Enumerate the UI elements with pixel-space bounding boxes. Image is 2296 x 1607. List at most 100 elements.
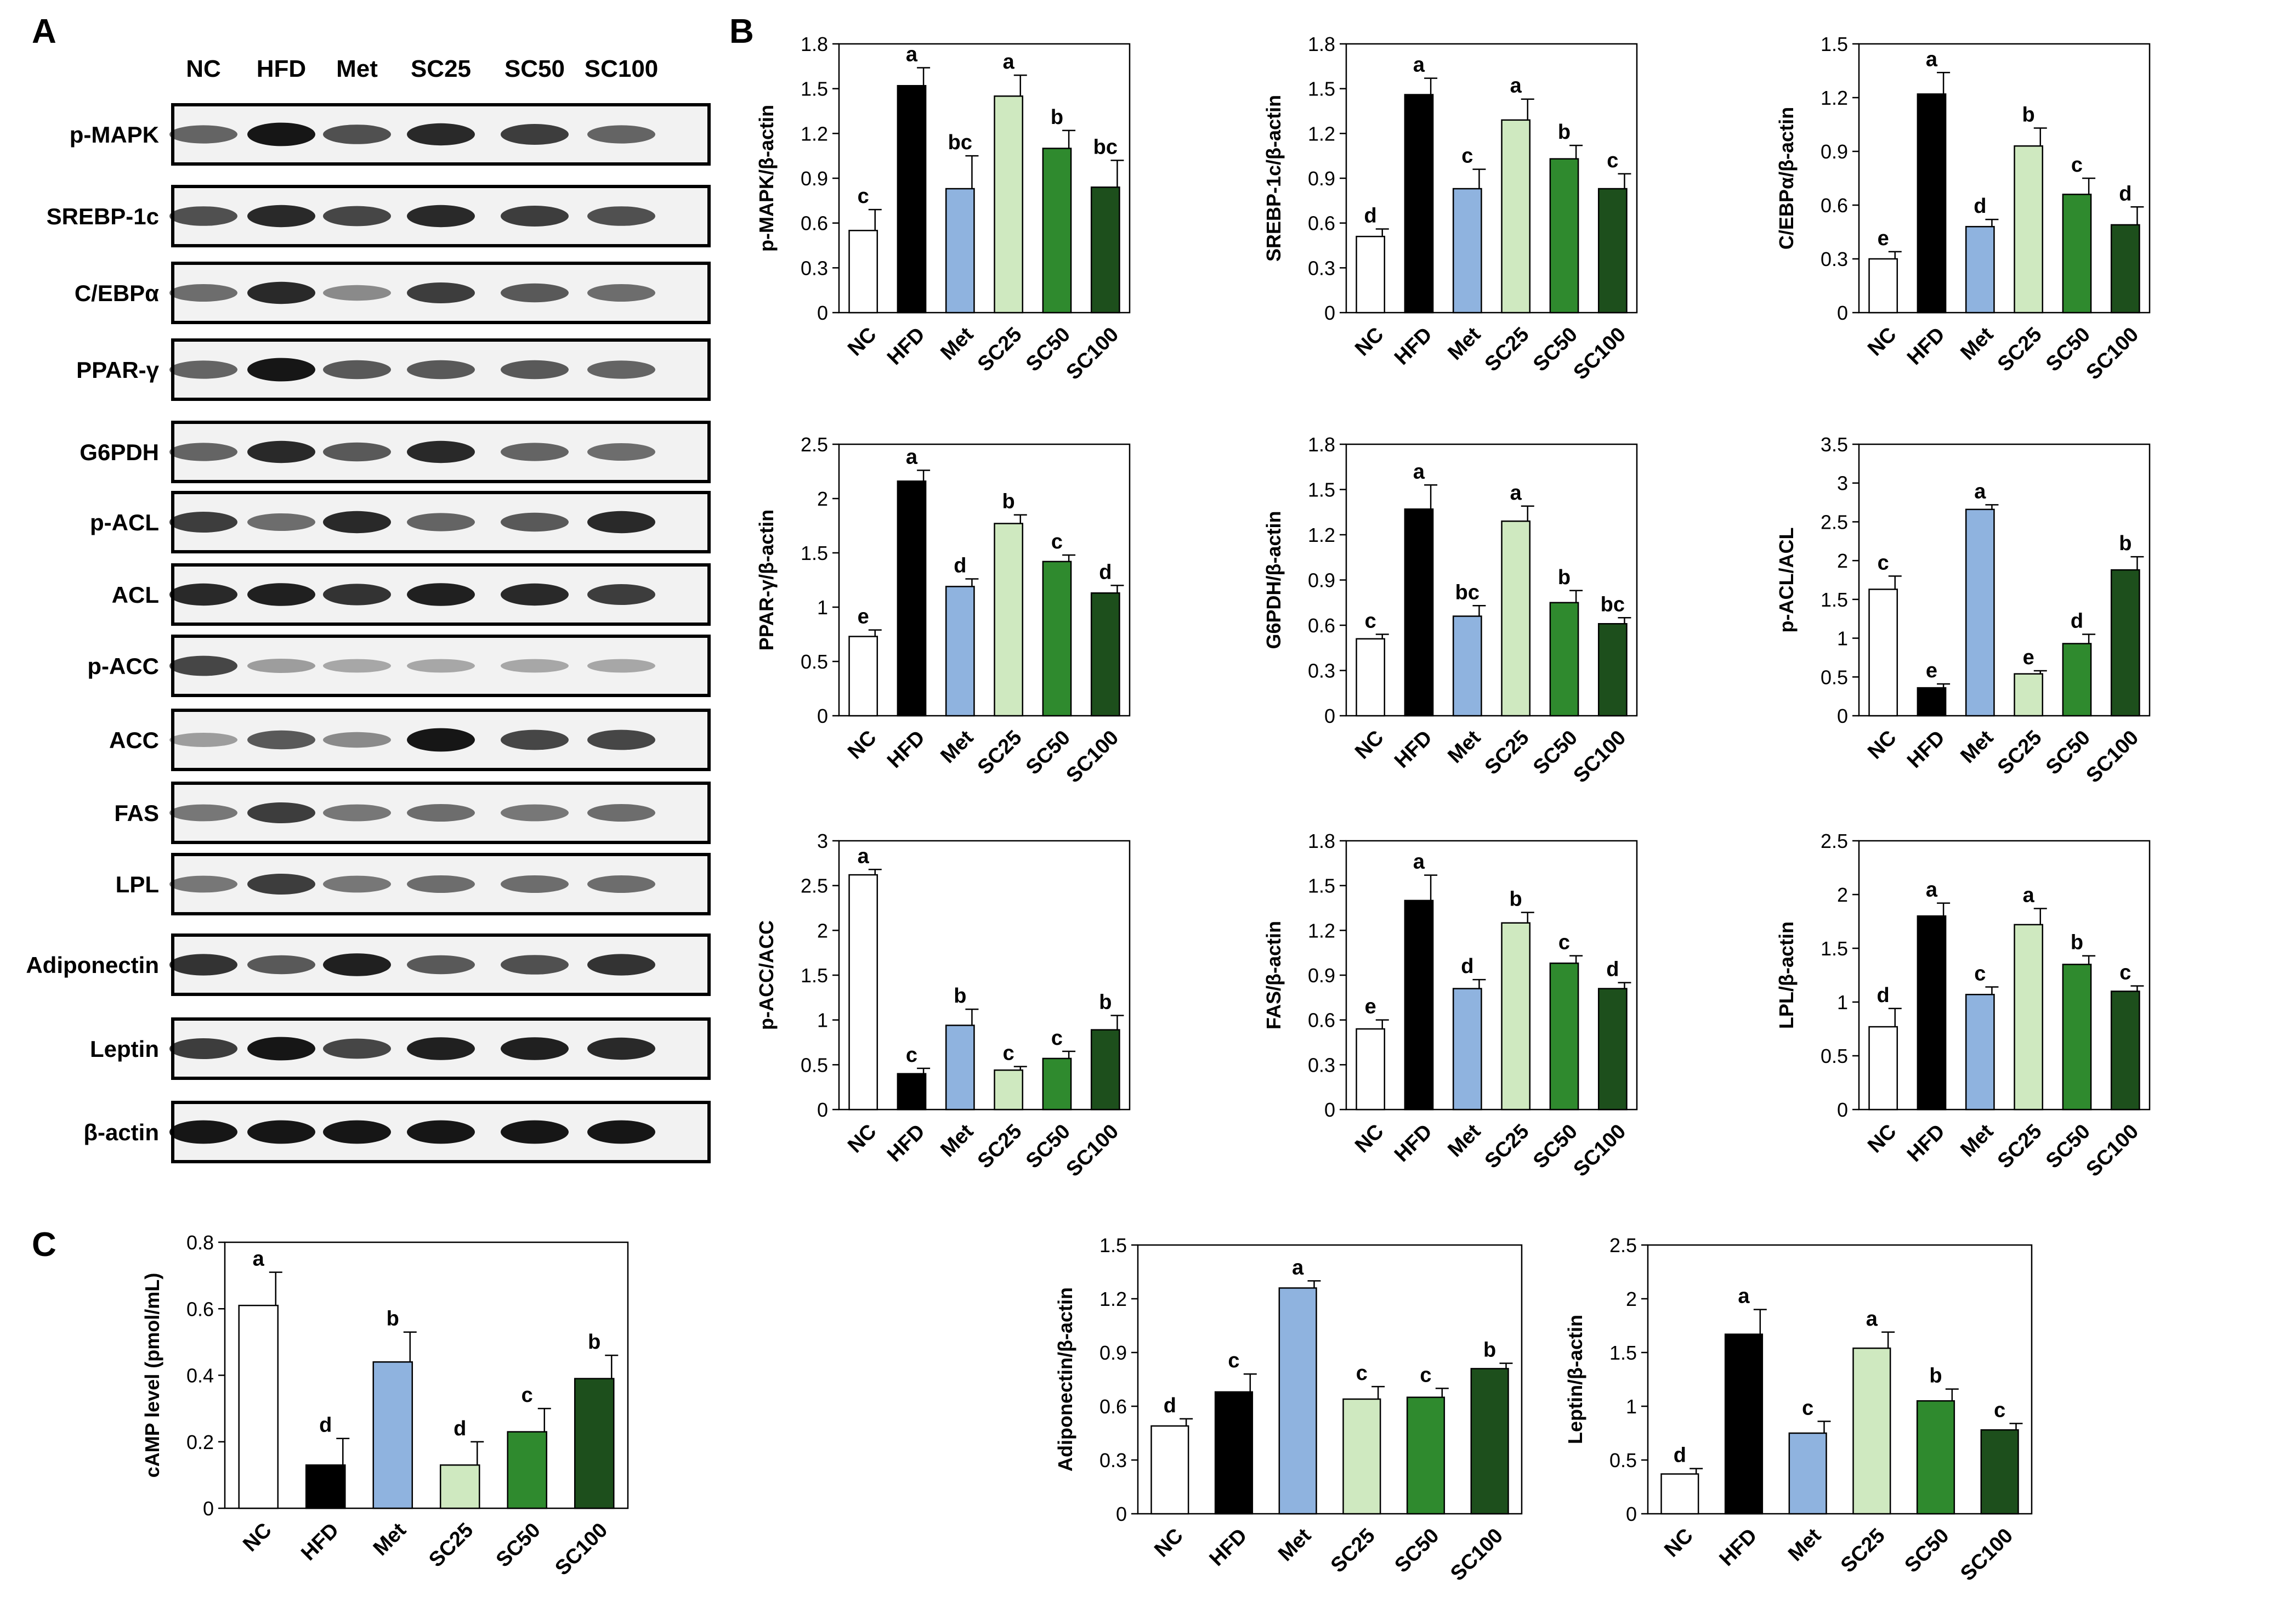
lane-label-sc100: SC100 xyxy=(585,55,659,82)
protein-label-g6pdh: G6PDH xyxy=(80,439,159,465)
blot-band xyxy=(323,442,391,462)
bar-hfd xyxy=(1404,94,1434,314)
protein-label-p-acc: p-ACC xyxy=(87,653,159,679)
y-tick-label: 0 xyxy=(1324,1099,1335,1121)
x-tick-label: Met xyxy=(936,1120,978,1162)
y-tick-label: 1.2 xyxy=(801,122,828,145)
blot-band xyxy=(323,360,391,380)
plot-frame xyxy=(838,840,1131,1111)
bar-sc50 xyxy=(1042,1057,1072,1111)
y-tick-label: 3 xyxy=(1837,472,1848,495)
y-tick-label: 0.8 xyxy=(186,1231,214,1254)
x-tick-label: NC xyxy=(239,1519,276,1557)
y-axis-label: Leptin/β-actin xyxy=(1564,1315,1586,1444)
x-tick-label: SC25 xyxy=(1481,323,1534,376)
bar-sc100 xyxy=(1470,1368,1509,1515)
blot-band xyxy=(501,583,569,606)
y-tick-label: 0.3 xyxy=(1099,1449,1127,1472)
y-axis-label: p-ACL/ACL xyxy=(1775,528,1798,633)
bar-nc xyxy=(848,636,878,717)
x-tick-label: Met xyxy=(369,1519,411,1560)
blot-band xyxy=(247,583,315,606)
bar-sc100 xyxy=(1090,1029,1120,1111)
y-tick-label: 2.5 xyxy=(1821,830,1848,852)
y-tick-label: 2 xyxy=(1837,550,1848,572)
bar-sc50 xyxy=(1549,158,1579,314)
lane-label-sc25: SC25 xyxy=(411,55,471,82)
y-tick-label: 0.3 xyxy=(1308,660,1335,682)
blot-band xyxy=(169,206,237,226)
x-tick-label: SC100 xyxy=(1569,1120,1630,1181)
significance-letter: c xyxy=(1878,551,1889,574)
blot-band xyxy=(407,804,475,822)
significance-letter: c xyxy=(906,1044,917,1067)
y-tick-label: 0.9 xyxy=(1308,569,1335,592)
significance-letter: b xyxy=(1558,121,1571,144)
blot-band xyxy=(501,659,569,673)
x-tick-label: Met xyxy=(936,726,978,768)
blot-band xyxy=(407,583,475,606)
x-tick-label: SC100 xyxy=(1062,323,1123,384)
x-tick-label: NC xyxy=(1351,726,1388,764)
x-tick-label: HFD xyxy=(1390,323,1437,370)
significance-letter: c xyxy=(1051,530,1063,553)
blot-band xyxy=(501,206,569,227)
significance-letter: b xyxy=(954,984,966,1008)
y-tick-label: 0.9 xyxy=(1308,167,1335,190)
significance-letter: e xyxy=(858,606,869,629)
significance-letter: c xyxy=(2071,154,2083,177)
y-tick-label: 0.5 xyxy=(801,1054,828,1076)
y-tick-label: 0.6 xyxy=(1308,212,1335,235)
y-tick-label: 0.4 xyxy=(186,1365,214,1387)
protein-label-p-acl: p-ACL xyxy=(90,510,159,535)
y-tick-label: 3 xyxy=(817,830,828,852)
x-tick-label: SC25 xyxy=(1481,1120,1534,1173)
blot-band xyxy=(501,875,569,893)
y-tick-label: 2.5 xyxy=(1609,1234,1637,1257)
y-tick-label: 0 xyxy=(1837,705,1848,727)
bar-sc25 xyxy=(1501,119,1531,314)
blot-band xyxy=(407,440,475,463)
blot-band xyxy=(323,584,391,606)
significance-letter: b xyxy=(1483,1339,1496,1362)
blot-band xyxy=(587,954,655,976)
y-tick-label: 0.5 xyxy=(1821,1045,1848,1067)
x-tick-label: HFD xyxy=(1903,323,1949,370)
x-tick-label: SC25 xyxy=(1481,726,1534,779)
blot-band xyxy=(247,122,315,146)
bar-sc25 xyxy=(994,523,1024,717)
panel-label-a: A xyxy=(32,13,56,50)
y-axis-label: PPAR-γ/β-actin xyxy=(755,510,778,650)
plot-frame xyxy=(1858,443,2151,717)
bar-hfd xyxy=(897,84,927,314)
blot-band xyxy=(247,802,315,823)
protein-label-srebp-1c: SREBP-1c xyxy=(47,203,159,229)
significance-letter: c xyxy=(521,1384,533,1407)
significance-letter: c xyxy=(1461,145,1473,168)
blot-band xyxy=(323,875,391,893)
chart-p-mapk-beta-actin: 0 0.3 0.6 0.9 1.2 1.5 1.8 p-MAPK/β-actin c NC a HFD… xyxy=(755,33,1131,384)
significance-letter: c xyxy=(1802,1396,1813,1419)
bar-hfd xyxy=(897,480,927,717)
x-tick-label: Met xyxy=(1443,323,1485,365)
y-tick-label: 1.2 xyxy=(1308,524,1335,546)
y-axis-label: p-MAPK/β-actin xyxy=(755,105,778,252)
y-tick-label: 1 xyxy=(817,1009,828,1032)
blot-band xyxy=(501,804,569,822)
bar-sc25 xyxy=(1342,1398,1381,1515)
significance-letter: d xyxy=(1099,561,1112,584)
significance-letter: c xyxy=(1420,1363,1431,1387)
y-tick-label: 1.5 xyxy=(1609,1342,1637,1364)
y-axis-label: SREBP-1c/β-actin xyxy=(1262,95,1285,262)
bar-sc25 xyxy=(439,1464,480,1509)
x-tick-label: SC25 xyxy=(1326,1524,1380,1577)
y-tick-label: 0 xyxy=(1116,1503,1127,1525)
blot-band xyxy=(169,360,237,379)
x-tick-label: NC xyxy=(1863,1120,1901,1158)
plot-frame xyxy=(1858,43,2151,314)
x-tick-label: SC25 xyxy=(1993,726,2046,779)
bar-sc100 xyxy=(2110,224,2140,314)
blot-band xyxy=(407,875,475,893)
x-tick-label: SC100 xyxy=(1062,726,1123,788)
